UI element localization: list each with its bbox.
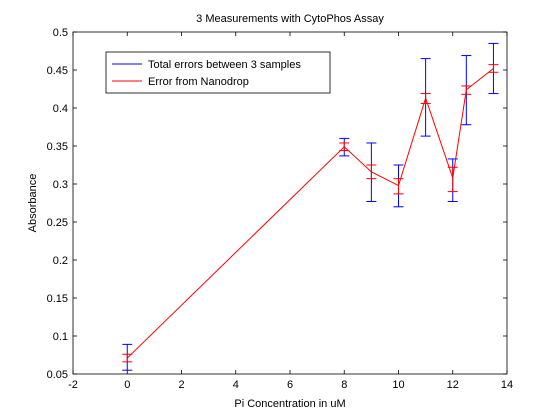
red-error-bar [461, 85, 472, 95]
red-error-bar [393, 178, 404, 195]
x-tick-label: 0 [124, 379, 130, 391]
red-error-bar [339, 142, 350, 152]
y-tick-label: 0.05 [47, 369, 68, 381]
x-axis-label: Pi Concentration in uM [234, 398, 345, 410]
x-tick-label: 4 [233, 379, 239, 391]
x-tick-label: 2 [178, 379, 184, 391]
red-error-bar [122, 353, 133, 363]
x-tick-label: -2 [68, 379, 78, 391]
y-tick-label: 0.45 [47, 65, 68, 77]
x-axis: -2 0 2 4 6 8 10 12 14 [68, 32, 513, 391]
x-tick-label: 14 [501, 379, 513, 391]
y-tick-label: 0.5 [53, 27, 68, 39]
y-tick-label: 0.25 [47, 217, 68, 229]
y-tick-label: 0.4 [53, 103, 68, 115]
red-error-bar [447, 166, 458, 193]
red-error-bar [420, 93, 431, 104]
legend-label: Total errors between 3 samples [148, 59, 301, 71]
legend: Total errors between 3 samples Error from… [105, 51, 331, 94]
red-error-bar [488, 64, 499, 73]
y-axis: 0.05 0.1 0.15 0.2 0.25 0.3 0.35 0.4 0.45 0.5 [47, 27, 507, 381]
red-error-bar [366, 164, 377, 180]
y-axis-label: Absorbance [27, 174, 39, 233]
y-tick-label: 0.35 [47, 141, 68, 153]
x-tick-label: 8 [341, 379, 347, 391]
chart-title: 3 Measurements with CytoPhos Assay [196, 13, 384, 25]
x-tick-label: 12 [447, 379, 459, 391]
legend-box [105, 51, 331, 94]
y-tick-label: 0.3 [53, 179, 68, 191]
x-tick-label: 10 [392, 379, 404, 391]
series-layer [122, 42, 499, 371]
x-tick-label: 6 [287, 379, 293, 391]
y-tick-label: 0.1 [53, 331, 68, 343]
y-tick-label: 0.2 [53, 255, 68, 267]
legend-label: Error from Nanodrop [148, 76, 249, 88]
y-tick-label: 0.15 [47, 293, 68, 305]
